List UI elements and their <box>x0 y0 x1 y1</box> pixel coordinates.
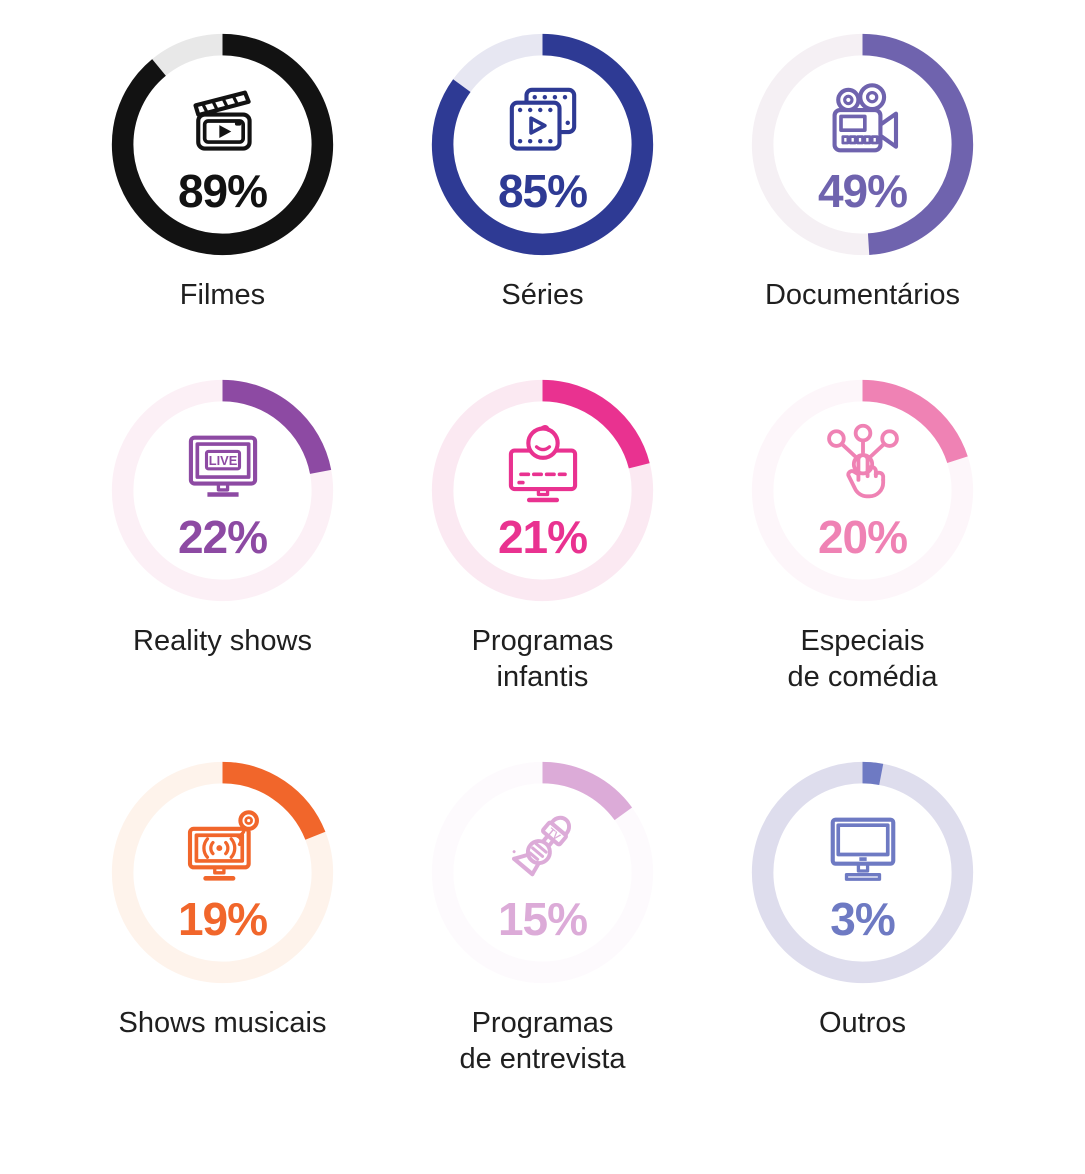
category-label: Documentários <box>764 279 961 311</box>
donut-gauge: 19% <box>105 755 340 990</box>
donut-ring <box>111 379 334 602</box>
donut-arc <box>751 379 974 602</box>
percentage-value: 20% <box>817 510 908 563</box>
donut-cell-reality-shows: 22% Reality shows <box>63 373 383 696</box>
film-camera-icon <box>816 77 910 165</box>
donut-ring <box>431 379 654 602</box>
donut-gauge: 21% <box>425 373 660 608</box>
percentage-value: 22% <box>177 510 268 563</box>
percentage-value: 85% <box>497 165 588 217</box>
donut-cell-especiais-de-comedia: 20% Especiais de comédia <box>703 373 1023 696</box>
percentage-value: 89% <box>177 165 268 217</box>
interactive-choice-icon <box>816 423 910 511</box>
donut-center: 22% <box>105 373 340 608</box>
donut-cell-shows-musicais: 19% Shows musicais <box>63 755 383 1078</box>
kids-tv-icon <box>496 423 590 511</box>
donut-ring <box>431 33 654 256</box>
film-strip-icon <box>496 77 590 165</box>
donut-ring <box>431 761 654 984</box>
donut-ring <box>751 379 974 602</box>
donut-center: 19% <box>105 755 340 990</box>
donut-cell-documentarios: 49% Documentários <box>703 27 1023 314</box>
donut-cell-outros: 3% Outros <box>703 755 1023 1078</box>
donut-cell-programas-infantis: 21% Programas infantis <box>383 373 703 696</box>
donut-center: 89% <box>105 27 340 262</box>
percentage-value: 15% <box>497 892 588 945</box>
category-label: Filmes <box>179 279 266 311</box>
donut-center: 21% <box>425 373 660 608</box>
donut-arc <box>751 33 974 256</box>
monitor-icon <box>816 805 910 893</box>
percentage-value: 3% <box>830 892 895 945</box>
percentage-value: 21% <box>497 510 588 563</box>
donut-arc <box>431 379 654 602</box>
donut-arc <box>111 379 334 602</box>
percentage-value: 49% <box>817 165 908 217</box>
category-label: Séries <box>501 279 584 311</box>
donut-center: 49% <box>745 27 980 262</box>
donut-arc <box>431 33 654 256</box>
category-label: Shows musicais <box>118 1006 327 1039</box>
donut-gauge: 22% <box>105 373 340 608</box>
category-label: Especiais de comédia <box>787 624 938 693</box>
tv-microphone-icon <box>496 805 590 893</box>
category-label: Outros <box>818 1006 907 1039</box>
category-label: Reality shows <box>133 624 312 657</box>
category-label: Programas infantis <box>471 624 614 693</box>
donut-cell-filmes: 89% Filmes <box>63 27 383 314</box>
donut-ring <box>751 761 974 984</box>
donut-cell-series: 85% Séries <box>383 27 703 314</box>
donut-ring <box>111 761 334 984</box>
percentage-value: 19% <box>177 892 268 945</box>
live-tv-icon <box>176 423 270 511</box>
donut-gauge: 15% <box>425 755 660 990</box>
donut-cell-programas-de-entrevista: 15% Programas de entrevista <box>383 755 703 1078</box>
donut-grid: 89% Filmes 85% Séries 49% <box>43 0 1043 1078</box>
donut-arc <box>431 761 654 984</box>
clapperboard-icon <box>176 77 270 165</box>
donut-arc <box>751 761 974 984</box>
donut-center: 3% <box>745 755 980 990</box>
donut-gauge: 20% <box>745 373 980 608</box>
donut-center: 85% <box>425 27 660 262</box>
donut-ring <box>111 33 334 256</box>
donut-ring <box>751 33 974 256</box>
donut-arc <box>111 33 334 256</box>
donut-gauge: 49% <box>745 27 980 262</box>
music-show-tv-icon <box>176 805 270 893</box>
donut-center: 20% <box>745 373 980 608</box>
category-label: Programas de entrevista <box>459 1006 626 1075</box>
donut-gauge: 89% <box>105 27 340 262</box>
donut-gauge: 3% <box>745 755 980 990</box>
donut-arc <box>111 761 334 984</box>
donut-gauge: 85% <box>425 27 660 262</box>
donut-center: 15% <box>425 755 660 990</box>
